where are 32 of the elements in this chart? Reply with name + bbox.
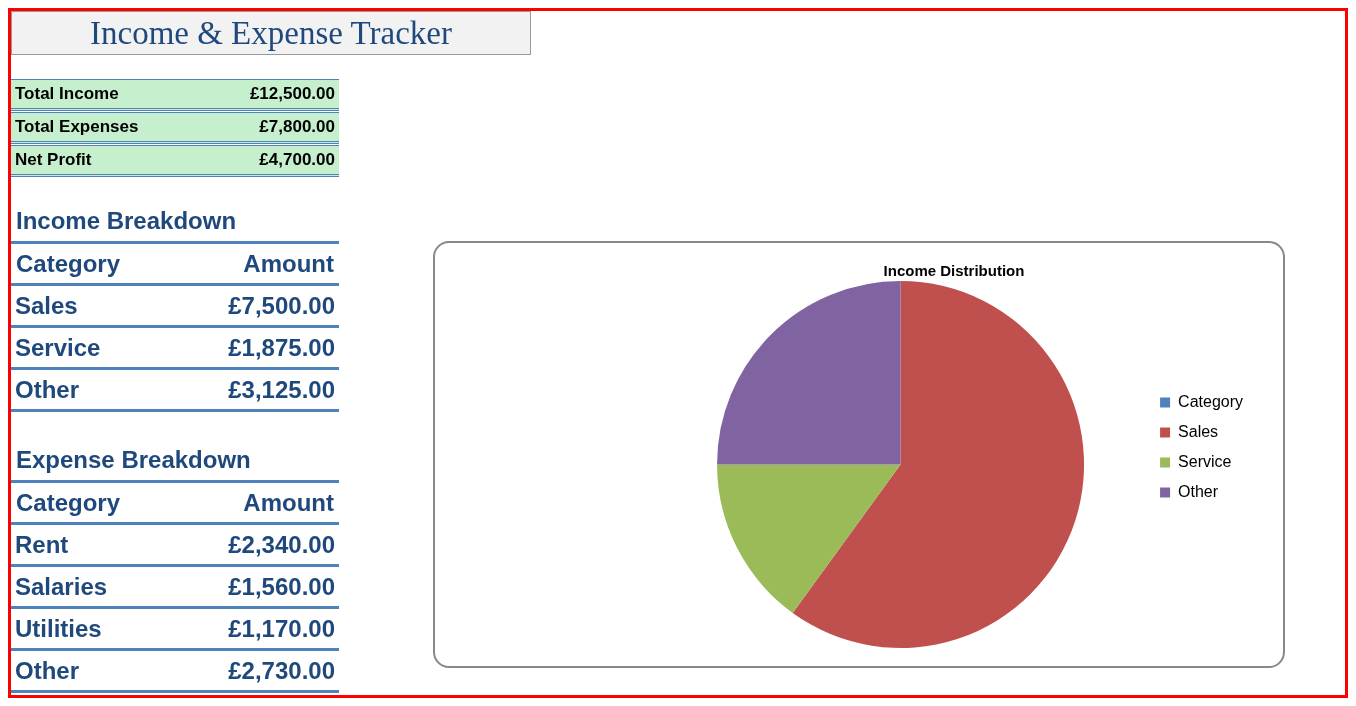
text: Amount <box>243 488 334 517</box>
text: Amount <box>243 249 334 278</box>
legend-label: Other <box>1178 482 1219 500</box>
text: £1,875.00 <box>228 333 335 361</box>
text: £3,125.00 <box>228 375 335 403</box>
text: £4,700.00 <box>259 150 335 169</box>
category-label: Total Expenses <box>15 117 139 137</box>
text: £7,800.00 <box>259 117 335 136</box>
chart-title: Income Distribution <box>883 262 1025 280</box>
category-label: Salaries <box>15 572 108 601</box>
category-label: Sales <box>15 291 78 320</box>
category-label: Other <box>15 656 80 685</box>
text: £7,500.00 <box>228 291 335 319</box>
category-label: Other <box>15 375 80 404</box>
category-label: Net Profit <box>15 150 92 170</box>
category-label: Total Income <box>15 84 119 104</box>
text: £2,730.00 <box>228 656 335 684</box>
text: Category <box>16 249 122 278</box>
text: Expense Breakdown <box>11 446 339 483</box>
text: £12,500.00 <box>249 84 335 103</box>
legend-label: Service <box>1178 452 1232 470</box>
text: Category <box>16 488 122 517</box>
category-label: Utilities <box>15 614 102 643</box>
text: Income Breakdown <box>11 207 339 244</box>
category-label: Service <box>15 333 101 362</box>
category-label: Rent <box>15 530 69 559</box>
text: £1,170.00 <box>228 614 335 642</box>
text: Income & Expense Tracker <box>11 11 531 55</box>
legend-label: Sales <box>1178 422 1219 440</box>
text: £2,340.00 <box>228 530 335 558</box>
text: £1,560.00 <box>228 572 335 600</box>
legend-label: Category <box>1178 392 1243 410</box>
